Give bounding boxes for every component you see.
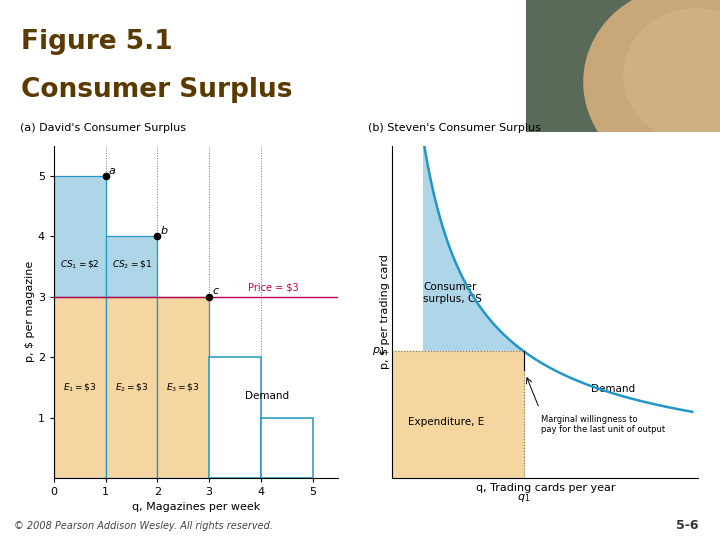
Bar — [106, 297, 158, 478]
Text: © 2008 Pearson Addison Wesley. All rights reserved.: © 2008 Pearson Addison Wesley. All right… — [14, 521, 274, 531]
Text: $q_1$: $q_1$ — [518, 492, 531, 504]
Text: Consumer Surplus: Consumer Surplus — [21, 77, 292, 103]
Polygon shape — [584, 0, 720, 177]
Polygon shape — [624, 9, 720, 142]
X-axis label: q, Trading cards per year: q, Trading cards per year — [476, 483, 615, 494]
Text: Expenditure, E: Expenditure, E — [408, 417, 484, 427]
Text: Figure 5.1: Figure 5.1 — [21, 29, 173, 55]
Bar — [106, 237, 158, 297]
Text: $E_2 = \$3$: $E_2 = \$3$ — [114, 381, 148, 393]
Bar — [54, 297, 106, 478]
Text: $p_1$: $p_1$ — [372, 346, 385, 357]
Text: $CS_2 = \$1$: $CS_2 = \$1$ — [112, 258, 151, 269]
Bar — [158, 297, 209, 478]
Text: 5-6: 5-6 — [676, 519, 698, 532]
Bar — [209, 357, 261, 478]
Bar — [261, 417, 312, 478]
Text: (a) David's Consumer Surplus: (a) David's Consumer Surplus — [20, 123, 186, 132]
Text: Demand: Demand — [246, 392, 289, 401]
Text: Marginal willingness to
pay for the last unit of output: Marginal willingness to pay for the last… — [541, 415, 665, 434]
Bar — [54, 176, 106, 297]
Text: a: a — [109, 166, 116, 176]
Text: c: c — [212, 286, 218, 296]
Y-axis label: p, $ per magazine: p, $ per magazine — [25, 261, 35, 362]
Text: Demand: Demand — [591, 384, 636, 394]
Text: $CS_1 = \$2$: $CS_1 = \$2$ — [60, 258, 99, 269]
Text: b: b — [161, 226, 168, 236]
Text: $E_1 = \$3$: $E_1 = \$3$ — [63, 381, 96, 393]
Y-axis label: p, $ per trading card: p, $ per trading card — [379, 254, 390, 369]
X-axis label: q, Magazines per week: q, Magazines per week — [132, 503, 261, 512]
Text: $E_3 = \$3$: $E_3 = \$3$ — [166, 381, 200, 393]
Text: Consumer
surplus, CS: Consumer surplus, CS — [423, 282, 482, 303]
Text: (b) Steven's Consumer Surplus: (b) Steven's Consumer Surplus — [368, 123, 541, 132]
Text: Price = $3: Price = $3 — [248, 282, 299, 293]
